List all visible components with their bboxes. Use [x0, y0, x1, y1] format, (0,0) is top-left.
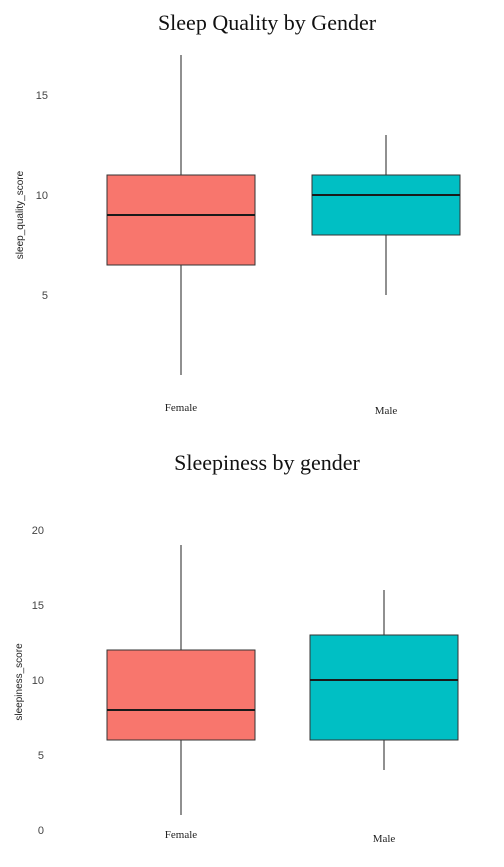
y-axis-label: sleep_quality_score	[15, 170, 26, 259]
category-labels: Female Male	[165, 402, 398, 417]
y-ticks: 0 5 10 15 20	[32, 525, 44, 837]
iqr-box	[106, 649, 256, 741]
iqr-box	[309, 634, 459, 741]
chart-title: Sleep Quality by Gender	[158, 10, 377, 35]
box-male	[311, 135, 461, 295]
y-axis-label: sleepiness_score	[14, 643, 25, 721]
box-male	[309, 590, 459, 770]
box-female	[106, 545, 256, 815]
y-tick-label: 10	[36, 190, 48, 202]
y-tick-label: 15	[32, 600, 44, 612]
sleep-quality-boxplot: Sleep Quality by Gender sleep_quality_sc…	[15, 10, 461, 417]
iqr-box	[311, 174, 461, 236]
boxes	[106, 545, 459, 815]
y-ticks: 5 10 15	[36, 90, 48, 302]
boxes	[106, 55, 461, 375]
category-label: Male	[375, 405, 398, 417]
chart-title: Sleepiness by gender	[174, 450, 360, 475]
category-label: Female	[165, 402, 197, 414]
sleepiness-panel: Sleepiness by gender sleepiness_score 0 5…	[0, 432, 504, 867]
y-tick-label: 5	[38, 750, 44, 762]
category-label: Male	[373, 833, 396, 845]
y-tick-label: 15	[36, 90, 48, 102]
category-labels: Female Male	[165, 829, 396, 845]
sleepiness-boxplot: Sleepiness by gender sleepiness_score 0 5…	[14, 450, 459, 845]
sleep-quality-panel: Sleep Quality by Gender sleep_quality_sc…	[0, 0, 504, 432]
category-label: Female	[165, 829, 197, 841]
y-tick-label: 0	[38, 825, 44, 837]
y-tick-label: 20	[32, 525, 44, 537]
y-tick-label: 5	[42, 290, 48, 302]
box-female	[106, 55, 256, 375]
iqr-box	[106, 174, 256, 266]
y-tick-label: 10	[32, 675, 44, 687]
